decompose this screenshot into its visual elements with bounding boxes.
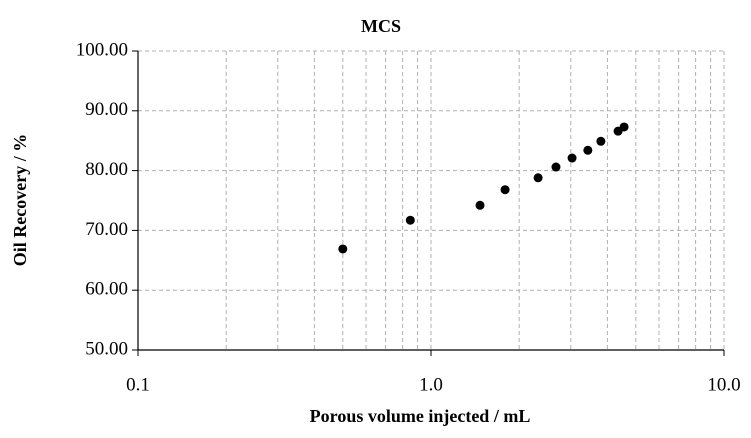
- chart-title: MCS: [361, 16, 401, 36]
- point: [619, 122, 629, 132]
- x-tick-label: 0.1: [126, 374, 150, 395]
- y-tick-label: 100.00: [76, 39, 128, 60]
- point: [475, 200, 485, 210]
- point: [567, 153, 577, 163]
- point: [500, 185, 510, 195]
- y-tick-label: 70.00: [85, 219, 128, 240]
- y-tick-label: 50.00: [85, 338, 128, 359]
- y-tick-label: 60.00: [85, 279, 128, 300]
- y-tick-label: 80.00: [85, 159, 128, 180]
- x-axis-label: Porous volume injected / mL: [310, 406, 531, 426]
- point: [596, 136, 606, 146]
- point: [405, 215, 415, 225]
- point: [338, 244, 348, 254]
- point: [583, 145, 593, 155]
- point: [533, 173, 543, 183]
- x-tick-label: 1.0: [419, 374, 443, 395]
- y-tick-label: 90.00: [85, 99, 128, 120]
- y-axis-label: Oil Recovery / %: [10, 134, 30, 266]
- point: [551, 162, 561, 172]
- x-tick-label: 10.0: [707, 374, 740, 395]
